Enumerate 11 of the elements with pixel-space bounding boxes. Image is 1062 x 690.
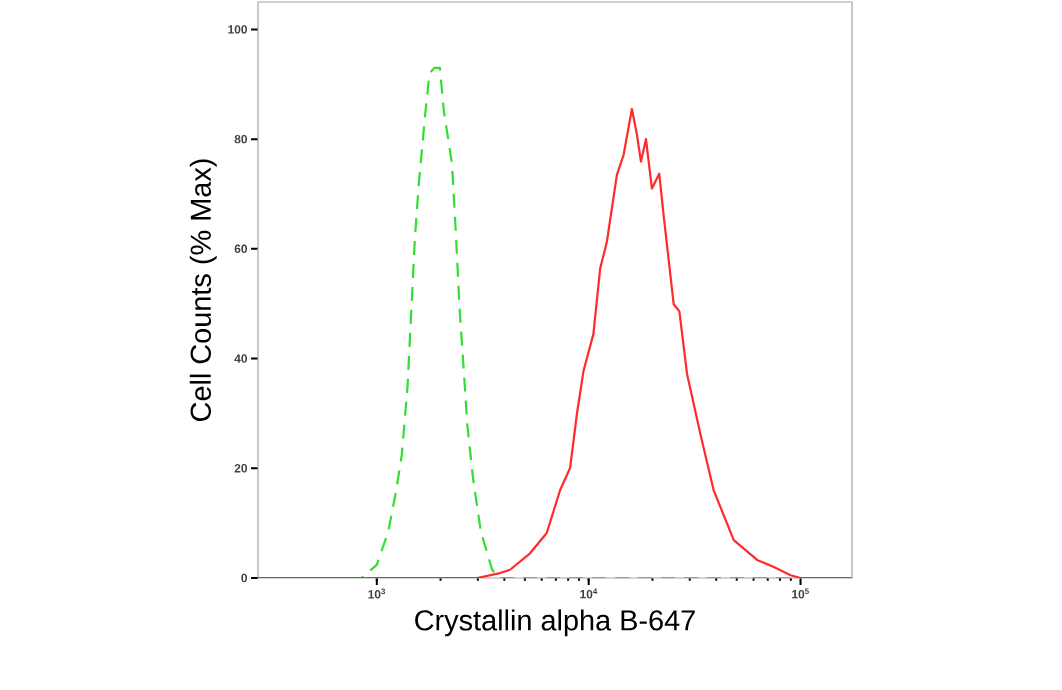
y-tick-label: 0 [241, 573, 248, 583]
y-tick-label: 80 [234, 134, 248, 144]
x-tick-label: 10$^{5}$ [792, 588, 809, 599]
x-tick-label: 10$^{4}$ [580, 588, 598, 599]
y-tick-label: 20 [234, 464, 248, 473]
y-tick-label: 40 [234, 354, 248, 363]
y-axis-title: Cell Counts (% Max) [189, 159, 217, 421]
x-tick-label: 10$^{3}$ [368, 588, 386, 599]
y-tick-label: 60 [234, 244, 248, 254]
y-tick-label: 100 [228, 25, 248, 34]
x-axis-title: Crystallin alpha B-647 [415, 609, 695, 637]
